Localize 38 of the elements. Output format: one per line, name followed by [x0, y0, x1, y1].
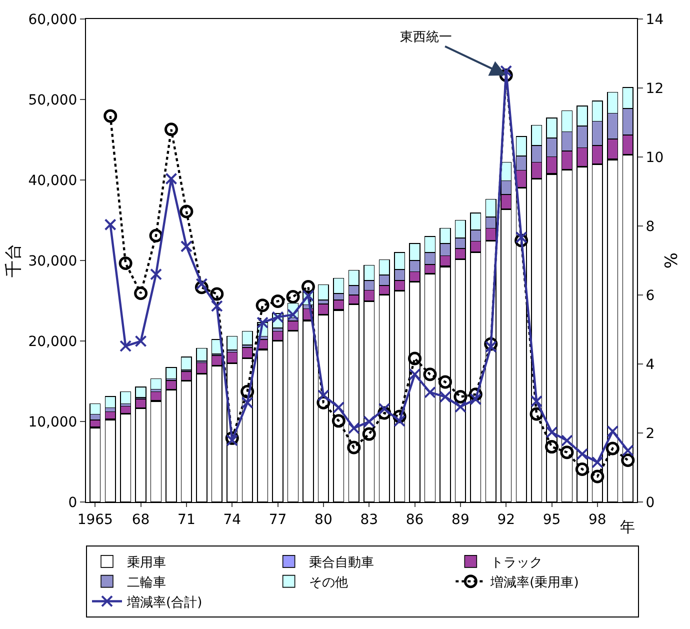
y2-tick-label: 0	[646, 494, 655, 511]
y-tick-label: 30,000	[28, 253, 78, 270]
legend-label: 二輪車	[127, 575, 166, 590]
y-tick-label: 60,000	[28, 12, 78, 28]
x-tick-label: 74	[223, 512, 242, 528]
legend-label: 増減率(合計)	[126, 594, 202, 610]
legend-label: その他	[308, 575, 348, 590]
annotation: 東西統一	[400, 30, 452, 45]
y-tick-label: 40,000	[28, 172, 78, 189]
x-tick-label: 1965	[77, 512, 113, 528]
y-axis-title: 千台	[4, 244, 24, 278]
x-tick-label: 86	[406, 512, 424, 528]
x-tick-label: 92	[497, 512, 516, 528]
y2-tick-label: 8	[646, 218, 655, 235]
x-tick-label: 98	[588, 512, 606, 528]
y-tick-label: 10,000	[28, 414, 78, 430]
legend-label: 乗用車	[127, 555, 166, 570]
y2-axis-title: %	[662, 252, 682, 269]
y-tick-label: 50,000	[28, 92, 78, 108]
x-tick-label: 95	[542, 512, 561, 528]
y2-tick-label: 6	[646, 288, 655, 304]
y2-tick-label: 14	[646, 12, 664, 28]
y2-tick-label: 2	[646, 426, 655, 442]
x-tick-label: 77	[268, 512, 287, 528]
x-tick-label: 83	[360, 512, 378, 528]
legend-label: 増減率(乗用車)	[490, 574, 579, 590]
legend-label: 乗合自動車	[308, 555, 374, 570]
x-tick-label: 80	[314, 512, 332, 528]
y2-tick-label: 12	[646, 80, 664, 97]
x-tick-label: 89	[452, 512, 470, 528]
y-tick-label: 20,000	[28, 334, 78, 350]
y2-tick-label: 4	[646, 356, 655, 373]
y2-tick-label: 10	[646, 150, 664, 166]
y-tick-label: 0	[68, 494, 78, 511]
x-tick-label: 68	[132, 512, 150, 528]
x-tick-label: 71	[178, 512, 196, 528]
x-axis-title: 年	[620, 518, 635, 536]
legend-label: トラック	[490, 555, 543, 570]
